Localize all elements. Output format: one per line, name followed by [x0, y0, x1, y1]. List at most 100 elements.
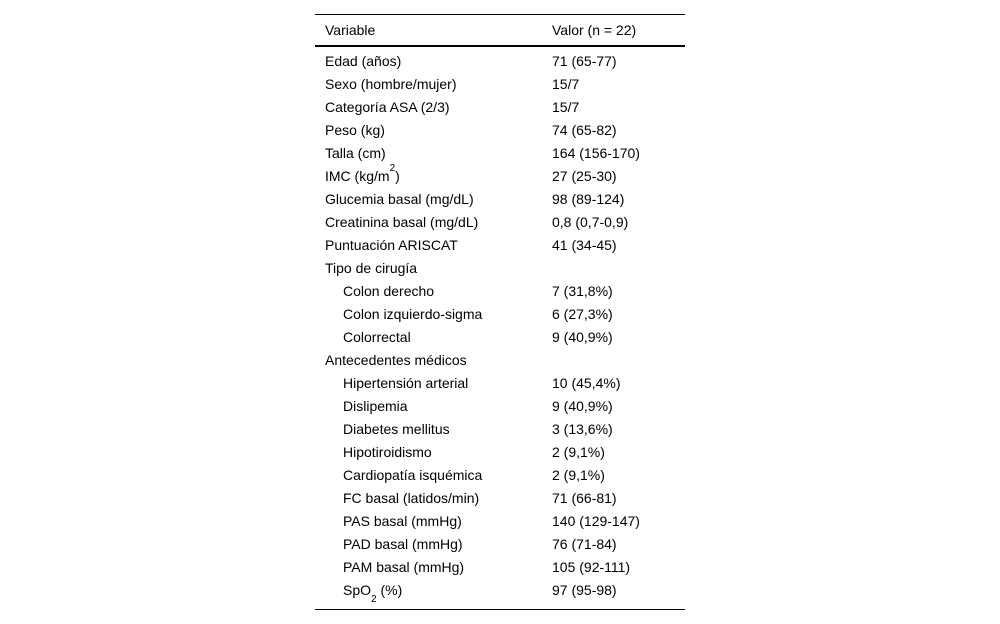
row-value: 27 (25-30)	[552, 168, 617, 184]
row-label: Glucemia basal (mg/dL)	[315, 188, 552, 211]
row-value: 74 (65-82)	[552, 122, 617, 138]
label-text: SpO	[343, 582, 372, 598]
table-row: Peso (kg) 74 (65-82)	[315, 119, 685, 142]
label-text: )	[395, 168, 400, 184]
row-label: PAD basal (mmHg)	[315, 533, 552, 556]
label-text: Colorrectal	[343, 329, 411, 345]
table-row: Antecedentes médicos	[315, 349, 685, 372]
row-value: 2 (9,1%)	[552, 467, 605, 483]
row-value: 3 (13,6%)	[552, 421, 613, 437]
table-row: Tipo de cirugía	[315, 257, 685, 280]
row-label: SpO2 (%)	[315, 579, 552, 605]
row-label: Talla (cm)	[315, 142, 552, 165]
row-value: 9 (40,9%)	[552, 398, 613, 414]
row-label: Sexo (hombre/mujer)	[315, 73, 552, 96]
row-value: 6 (27,3%)	[552, 306, 613, 322]
row-label: Colorrectal	[315, 326, 552, 349]
row-value: 2 (9,1%)	[552, 444, 605, 460]
table-row: PAS basal (mmHg) 140 (129-147)	[315, 510, 685, 533]
label-text: Tipo de cirugía	[325, 260, 418, 276]
label-supscript: 2	[389, 163, 396, 175]
row-label: Diabetes mellitus	[315, 418, 552, 441]
table-header-row: Variable Valor (n = 22)	[315, 15, 685, 47]
table-body: Edad (años) 71 (65-77) Sexo (hombre/mujer)…	[315, 47, 685, 609]
row-value: 0,8 (0,7-0,9)	[552, 214, 629, 230]
label-text: Colon izquierdo-sigma	[343, 306, 483, 322]
label-text: Hipotiroidismo	[343, 444, 432, 460]
row-label: Antecedentes médicos	[315, 349, 552, 372]
row-value: 164 (156-170)	[552, 145, 640, 161]
table-row: Edad (años) 71 (65-77)	[315, 50, 685, 73]
label-text: PAD basal (mmHg)	[343, 536, 463, 552]
column-header-variable: Variable	[325, 22, 376, 38]
label-text: (%)	[376, 582, 403, 598]
label-text: Peso (kg)	[325, 122, 385, 138]
row-value: 10 (45,4%)	[552, 375, 621, 391]
row-value: 105 (92-111)	[552, 559, 631, 575]
label-text: PAM basal (mmHg)	[343, 559, 465, 575]
table-row: Dislipemia 9 (40,9%)	[315, 395, 685, 418]
row-label: Creatinina basal (mg/dL)	[315, 211, 552, 234]
row-label: Tipo de cirugía	[315, 257, 552, 280]
label-text: Dislipemia	[343, 398, 408, 414]
row-value: 76 (71-84)	[552, 536, 617, 552]
label-text: Hipertensión arterial	[343, 375, 469, 391]
table-row: FC basal (latidos/min) 71 (66-81)	[315, 487, 685, 510]
row-label: Categoría ASA (2/3)	[315, 96, 552, 119]
row-value: 7 (31,8%)	[552, 283, 613, 299]
row-label: Hipertensión arterial	[315, 372, 552, 395]
label-text: Cardiopatía isquémica	[343, 467, 483, 483]
label-text: FC basal (latidos/min)	[343, 490, 480, 506]
row-label: Dislipemia	[315, 395, 552, 418]
row-label: PAS basal (mmHg)	[315, 510, 552, 533]
table-row: SpO2 (%) 97 (95-98)	[315, 579, 685, 605]
clinical-characteristics-table: Variable Valor (n = 22) Edad (años) 71 (6…	[315, 14, 685, 610]
table-row: Colon izquierdo-sigma 6 (27,3%)	[315, 303, 685, 326]
label-subscript: 2	[371, 593, 377, 605]
label-text: Puntuación ARISCAT	[325, 237, 458, 253]
row-label: Colon izquierdo-sigma	[315, 303, 552, 326]
column-header-valor: Valor (n = 22)	[552, 22, 637, 38]
label-text: Colon derecho	[343, 283, 435, 299]
row-value: 41 (34-45)	[552, 237, 617, 253]
table-row: Cardiopatía isquémica 2 (9,1%)	[315, 464, 685, 487]
row-value: 9 (40,9%)	[552, 329, 613, 345]
label-text: Edad (años)	[325, 53, 402, 69]
row-value: 15/7	[552, 76, 580, 92]
row-value: 71 (66-81)	[552, 490, 617, 506]
table-row: Sexo (hombre/mujer) 15/7	[315, 73, 685, 96]
label-text: Categoría ASA (2/3)	[325, 99, 450, 115]
label-text: PAS basal (mmHg)	[343, 513, 462, 529]
table-row: Glucemia basal (mg/dL) 98 (89-124)	[315, 188, 685, 211]
table-row: Colorrectal 9 (40,9%)	[315, 326, 685, 349]
row-value	[552, 257, 685, 280]
table-row: Creatinina basal (mg/dL) 0,8 (0,7-0,9)	[315, 211, 685, 234]
label-text: Creatinina basal (mg/dL)	[325, 214, 479, 230]
row-label: FC basal (latidos/min)	[315, 487, 552, 510]
label-text: Glucemia basal (mg/dL)	[325, 191, 474, 207]
row-value: 15/7	[552, 99, 580, 115]
row-label: Puntuación ARISCAT	[315, 234, 552, 257]
table-row: Hipertensión arterial 10 (45,4%)	[315, 372, 685, 395]
table-row: Colon derecho 7 (31,8%)	[315, 280, 685, 303]
label-text: Diabetes mellitus	[343, 421, 450, 437]
row-label: IMC (kg/m2)	[315, 163, 552, 188]
row-label: Peso (kg)	[315, 119, 552, 142]
row-value: 98 (89-124)	[552, 191, 625, 207]
table-row: Hipotiroidismo 2 (9,1%)	[315, 441, 685, 464]
row-value	[552, 349, 685, 372]
label-text: Antecedentes médicos	[325, 352, 467, 368]
row-label: Colon derecho	[315, 280, 552, 303]
row-label: PAM basal (mmHg)	[315, 556, 552, 579]
table-row: IMC (kg/m2) 27 (25-30)	[315, 163, 685, 188]
label-text: Talla (cm)	[325, 145, 386, 161]
table-row: PAD basal (mmHg) 76 (71-84)	[315, 533, 685, 556]
table-row: Categoría ASA (2/3) 15/7	[315, 96, 685, 119]
table-row: Talla (cm) 164 (156-170)	[315, 142, 685, 165]
row-label: Cardiopatía isquémica	[315, 464, 552, 487]
row-value: 140 (129-147)	[552, 513, 640, 529]
label-text: IMC (kg/m	[325, 168, 390, 184]
table-row: Puntuación ARISCAT 41 (34-45)	[315, 234, 685, 257]
row-label: Hipotiroidismo	[315, 441, 552, 464]
